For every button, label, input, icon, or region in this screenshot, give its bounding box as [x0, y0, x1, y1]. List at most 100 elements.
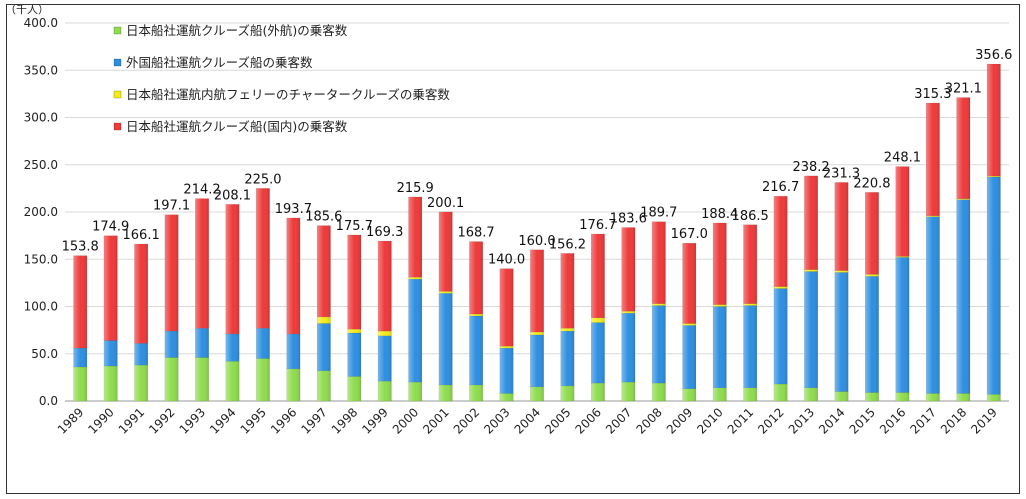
- bar-segment-shade: [286, 368, 301, 401]
- bar-segment-shade: [560, 331, 575, 386]
- x-tick-label: 1995: [238, 405, 269, 436]
- total-label: 225.0: [244, 172, 281, 187]
- bar-segment-shade: [621, 313, 636, 383]
- total-label: 168.7: [457, 226, 494, 241]
- bar-segment-shade: [499, 346, 514, 349]
- total-label: 315.3: [914, 87, 951, 102]
- x-tick-label: 2009: [664, 405, 695, 436]
- total-label: 208.1: [214, 188, 251, 203]
- bar-segment-shade: [621, 311, 636, 314]
- bar-segment-shade: [469, 314, 483, 316]
- total-label: 183.6: [610, 211, 647, 226]
- gridlines: [65, 22, 1009, 402]
- bar-segment-shade: [804, 271, 818, 388]
- bar-segment-shade: [256, 328, 270, 359]
- bar-segment-shade: [987, 64, 1001, 177]
- bar-segment-shade: [408, 382, 422, 401]
- stacked-bar-chart: （千人） 0.0 50.0 100.0 150.0 200.0 250.0 300.0 350…: [7, 5, 1012, 437]
- total-label: 156.2: [549, 237, 586, 252]
- bar-segment-shade: [956, 97, 971, 199]
- bar-segment-shade: [256, 188, 270, 329]
- bar-segment-shade: [591, 383, 605, 401]
- bar-segment-shade: [347, 329, 361, 333]
- x-tick-label: 2008: [633, 405, 664, 436]
- bar-segment-shade: [865, 392, 879, 401]
- bar-segment-shade: [378, 335, 392, 382]
- bar-segment-shade: [195, 357, 209, 401]
- total-label: 215.9: [397, 181, 434, 196]
- x-axis-tick-labels: 1989199019911992199319941995199619971998…: [55, 405, 1000, 436]
- total-label: 153.8: [62, 240, 99, 255]
- x-tick-label: 2010: [694, 405, 725, 436]
- bar-segment-shade: [530, 332, 544, 335]
- bar-segment-shade: [469, 384, 483, 401]
- bar-segment-shade: [713, 306, 727, 388]
- x-tick-label: 2012: [755, 405, 786, 436]
- bar-segment-shade: [378, 331, 392, 336]
- bar-segment-shade: [956, 198, 971, 200]
- total-label: 231.3: [823, 166, 860, 181]
- bar-segment-shade: [225, 204, 240, 334]
- bar-segment-shade: [286, 333, 301, 369]
- bar-segment-shade: [652, 305, 666, 384]
- total-label: 175.7: [336, 219, 373, 234]
- x-tick-label: 1991: [116, 405, 147, 436]
- bar-segment-shade: [834, 391, 849, 401]
- total-label: 186.5: [732, 209, 769, 224]
- bar-segment-shade: [469, 315, 483, 385]
- bar-segment-shade: [164, 357, 179, 401]
- bar-segment-shade: [103, 235, 118, 341]
- bar-segment-shade: [499, 393, 514, 401]
- bar-segment-shade: [865, 274, 879, 277]
- bar-segment-shade: [956, 393, 971, 401]
- y-axis-unit-label: （千人）: [7, 5, 49, 16]
- bar-segment-shade: [134, 343, 148, 366]
- bar-segment-shade: [378, 241, 392, 332]
- bar-segment-shade: [987, 394, 1001, 401]
- legend-swatch: [113, 122, 122, 131]
- bar-segment-shade: [317, 316, 331, 324]
- bar-stacks: [73, 63, 1001, 402]
- bar-segment-shade: [865, 192, 879, 275]
- bar-segment-shade: [834, 272, 849, 392]
- bar-segment-shade: [713, 387, 727, 401]
- bar-segment-shade: [499, 348, 514, 394]
- x-tick-label: 2014: [816, 405, 847, 436]
- bar-segment-shade: [256, 358, 270, 401]
- bar-segment-shade: [682, 325, 696, 389]
- total-label: 189.7: [640, 206, 677, 221]
- bar-segment-shade: [804, 269, 818, 272]
- bar-segment-shade: [621, 382, 636, 401]
- bar-segment-shade: [895, 392, 910, 401]
- x-tick-label: 2015: [847, 405, 878, 436]
- bar-segment-shade: [225, 361, 240, 401]
- total-label: 321.1: [945, 82, 982, 97]
- total-label: 248.1: [884, 151, 921, 166]
- legend-label: 日本船社運航内航フェリーのチャータークルーズの乗客数: [126, 87, 450, 102]
- x-tick-label: 2005: [542, 405, 573, 436]
- bar-segment-shade: [347, 332, 361, 377]
- x-tick-label: 1998: [329, 405, 360, 436]
- bar-segment-shade: [652, 221, 666, 304]
- bar-segment-shade: [773, 196, 788, 287]
- total-label: 197.1: [153, 199, 190, 214]
- bar-segment-shade: [682, 388, 696, 401]
- bar-segment-shade: [317, 370, 331, 401]
- total-label: 185.6: [305, 210, 342, 225]
- bar-segment-shade: [73, 348, 87, 367]
- bar-segment-shade: [834, 182, 849, 271]
- x-tick-label: 1997: [298, 405, 329, 436]
- bar-segment-shade: [134, 244, 148, 344]
- legend-label: 日本船社運航クルーズ船(外航)の乗客数: [126, 23, 348, 38]
- x-tick-label: 2019: [968, 405, 999, 436]
- x-tick-label: 1994: [207, 405, 238, 436]
- total-label: 174.9: [92, 220, 129, 235]
- bar-segment-shade: [987, 177, 1001, 395]
- y-tick-label: 50.0: [31, 347, 58, 361]
- bar-segment-shade: [560, 328, 575, 332]
- bar-segment-shade: [773, 383, 788, 401]
- total-label: 169.3: [366, 225, 403, 240]
- total-label: 214.2: [183, 183, 220, 198]
- bar-segment-shade: [743, 387, 757, 401]
- x-tick-label: 1990: [85, 405, 116, 436]
